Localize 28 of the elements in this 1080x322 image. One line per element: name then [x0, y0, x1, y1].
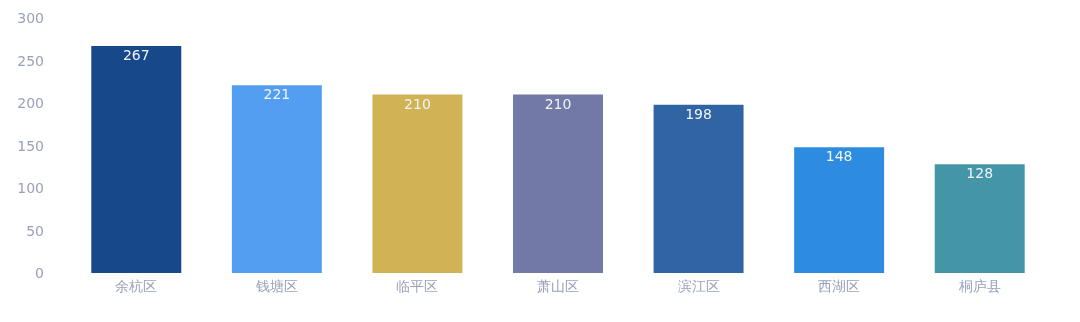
data-label: 148	[825, 148, 853, 165]
bar	[934, 164, 1025, 273]
data-label: 210	[544, 95, 572, 112]
bar	[372, 94, 463, 273]
x-tick-label: 钱塘区	[254, 278, 298, 294]
y-tick-label: 100	[17, 180, 44, 196]
bar	[91, 46, 182, 273]
data-label: 128	[966, 165, 994, 182]
bar	[513, 94, 603, 273]
bar	[794, 147, 885, 273]
data-label: 221	[263, 86, 291, 103]
y-tick-label: 150	[17, 137, 44, 154]
data-label: 267	[122, 47, 150, 64]
x-tick-label: 滨江区	[677, 278, 720, 294]
x-tick-label: 临平区	[396, 278, 439, 294]
y-tick-label: 250	[17, 52, 44, 69]
y-tick-label: 0	[35, 265, 44, 281]
y-tick-label: 50	[26, 222, 44, 239]
x-tick-label: 西湖区	[818, 278, 861, 294]
data-label: 198	[685, 105, 712, 122]
data-label: 210	[404, 95, 431, 112]
y-tick-label: 300	[17, 10, 44, 26]
y-tick-label: 200	[17, 95, 44, 111]
bar	[231, 85, 322, 273]
x-tick-label: 桐庐县	[957, 278, 1001, 294]
x-tick-label: 萧山区	[537, 278, 579, 294]
bar	[653, 104, 744, 273]
x-tick-label: 余杭区	[115, 278, 158, 294]
